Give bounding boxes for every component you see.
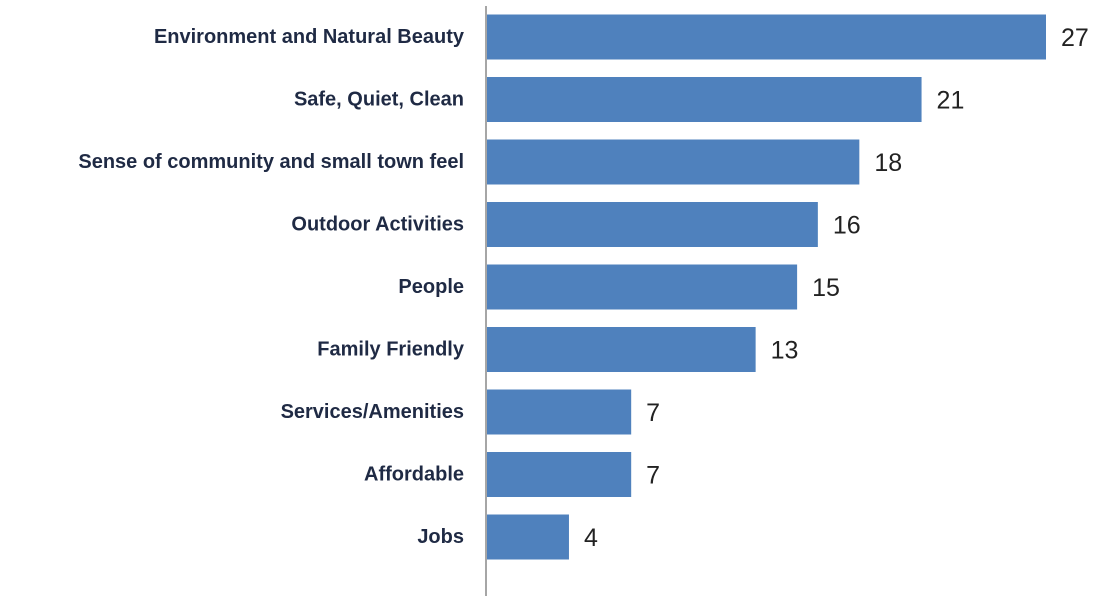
bar-environment-and-natural-beauty bbox=[486, 14, 1046, 60]
bar-services-amenities bbox=[486, 389, 632, 435]
bar-jobs bbox=[486, 514, 569, 560]
bars-group bbox=[486, 14, 1046, 560]
bar-sense-of-community-and-small-town-feel bbox=[486, 139, 860, 185]
category-label: Services/Amenities bbox=[281, 401, 464, 423]
data-label: 15 bbox=[812, 274, 840, 302]
category-label: Jobs bbox=[417, 526, 464, 548]
category-label: People bbox=[398, 276, 464, 298]
data-label: 7 bbox=[646, 462, 660, 490]
category-label: Safe, Quiet, Clean bbox=[294, 89, 464, 111]
value-labels-group: 27 21 18 16 15 13 7 7 4 bbox=[584, 24, 1089, 552]
category-label: Outdoor Activities bbox=[291, 214, 464, 236]
bar-safe-quiet-clean bbox=[486, 77, 922, 122]
category-labels-group: Environment and Natural Beauty Safe, Quie… bbox=[78, 26, 465, 548]
category-label: Family Friendly bbox=[317, 339, 465, 361]
data-label: 13 bbox=[771, 337, 799, 365]
data-label: 18 bbox=[874, 149, 902, 177]
data-label: 16 bbox=[833, 212, 861, 240]
bar-affordable bbox=[486, 452, 632, 497]
bar-people bbox=[486, 264, 798, 310]
category-label: Sense of community and small town feel bbox=[78, 151, 464, 173]
data-label: 27 bbox=[1061, 24, 1089, 52]
category-label: Environment and Natural Beauty bbox=[154, 26, 465, 48]
data-label: 4 bbox=[584, 524, 598, 552]
data-label: 7 bbox=[646, 399, 660, 427]
data-label: 21 bbox=[937, 87, 965, 115]
bar-family-friendly bbox=[486, 327, 756, 372]
bar-outdoor-activities bbox=[486, 202, 818, 247]
category-label: Affordable bbox=[364, 464, 464, 486]
